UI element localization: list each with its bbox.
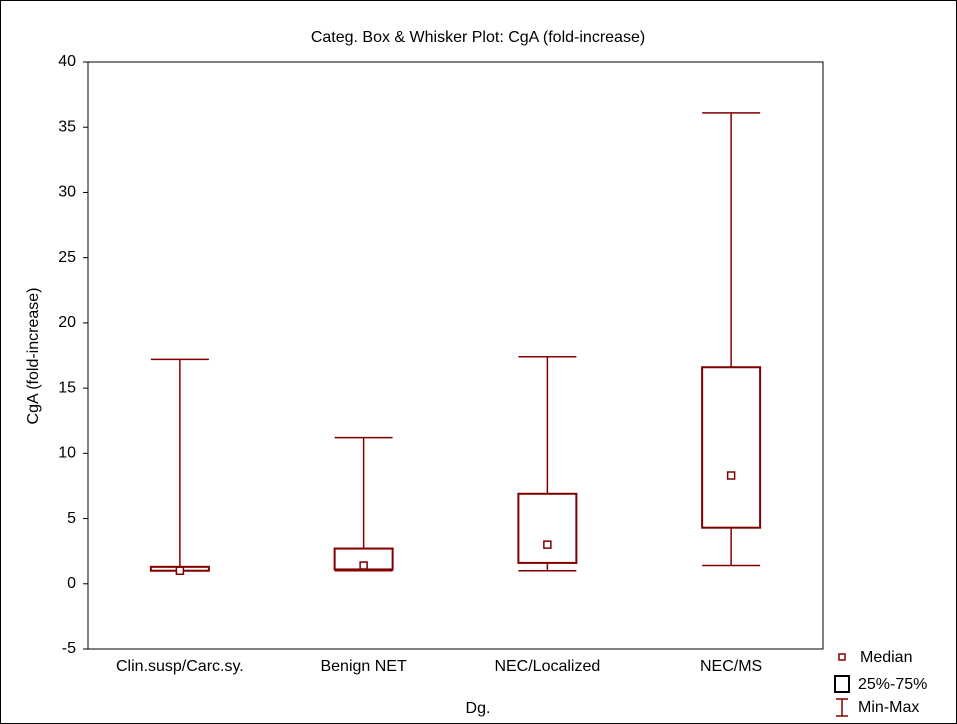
box — [517, 492, 578, 564]
y-tick-label: -5 — [62, 640, 76, 657]
legend-label: Min-Max — [858, 699, 919, 716]
y-tick-label: 30 — [58, 184, 76, 201]
y-tick-label: 40 — [58, 53, 76, 70]
chart-title: Categ. Box & Whisker Plot: CgA (fold-inc… — [311, 29, 645, 46]
y-tick-label: 35 — [58, 118, 76, 135]
median-marker — [359, 561, 368, 570]
median-marker — [175, 566, 185, 575]
legend-label: Median — [860, 649, 912, 666]
y-tick-label: 20 — [58, 314, 76, 331]
legend-box-icon — [834, 675, 850, 693]
x-axis-title: Dg. — [466, 700, 491, 717]
plot-area — [87, 61, 824, 650]
y-tick-label: 5 — [67, 510, 76, 527]
legend-label: 25%-75% — [858, 676, 927, 693]
median-marker — [726, 471, 736, 480]
box — [701, 366, 762, 529]
y-tick-label: 0 — [67, 575, 76, 592]
x-tick-label: NEC/MS — [700, 658, 762, 675]
y-tick-label: 15 — [58, 379, 76, 396]
y-axis-title: CgA (fold-increase) — [25, 288, 42, 425]
x-tick-label: Clin.susp/Carc.sy. — [116, 658, 244, 675]
y-tick-label: 10 — [58, 445, 76, 462]
x-tick-label: Benign NET — [320, 658, 406, 675]
median-marker — [543, 540, 552, 549]
legend-median-icon — [838, 653, 846, 661]
y-tick-label: 25 — [58, 249, 76, 266]
x-tick-label: NEC/Localized — [494, 658, 600, 675]
